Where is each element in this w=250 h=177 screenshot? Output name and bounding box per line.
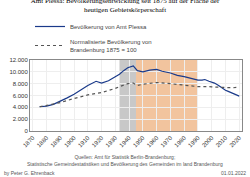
- svg-text:1890: 1890: [49, 134, 63, 148]
- svg-text:2.000: 2.000: [13, 116, 29, 122]
- svg-text:2010: 2010: [215, 134, 229, 148]
- svg-text:Bevölkerung von Amt Plessa: Bevölkerung von Amt Plessa: [70, 24, 147, 30]
- svg-text:1940: 1940: [118, 134, 132, 148]
- svg-text:4.000: 4.000: [13, 104, 29, 110]
- svg-text:2000: 2000: [201, 134, 215, 148]
- svg-text:1870: 1870: [22, 134, 36, 148]
- svg-text:12.000: 12.000: [9, 57, 28, 63]
- svg-text:by Peter G. Ehrenback: by Peter G. Ehrenback: [4, 170, 55, 176]
- svg-text:1900: 1900: [63, 134, 77, 148]
- svg-text:1930: 1930: [104, 134, 118, 148]
- svg-text:10.000: 10.000: [9, 69, 28, 75]
- svg-text:1960: 1960: [146, 134, 160, 148]
- svg-text:01.01.2022: 01.01.2022: [221, 170, 246, 176]
- svg-text:0: 0: [24, 128, 28, 134]
- svg-text:8.000: 8.000: [13, 81, 29, 87]
- svg-text:1910: 1910: [77, 134, 91, 148]
- svg-text:1990: 1990: [187, 134, 201, 148]
- svg-text:1970: 1970: [160, 134, 174, 148]
- svg-text:1980: 1980: [173, 134, 187, 148]
- svg-text:Normalisierte Bevölkerung vonB: Normalisierte Bevölkerung vonBrandenburg…: [70, 39, 152, 53]
- svg-text:1880: 1880: [36, 134, 50, 148]
- svg-text:Quellen: Amt für Statistik Ber: Quellen: Amt für Statistik Berlin-Brande…: [27, 154, 223, 167]
- svg-text:2020: 2020: [228, 134, 242, 148]
- svg-text:6.000: 6.000: [13, 93, 29, 99]
- svg-text:1950: 1950: [132, 134, 146, 148]
- svg-text:1920: 1920: [91, 134, 105, 148]
- svg-text:Amt Plessa: Bevölkerungsentwic: Amt Plessa: Bevölkerungsentwicklung seit…: [31, 0, 220, 14]
